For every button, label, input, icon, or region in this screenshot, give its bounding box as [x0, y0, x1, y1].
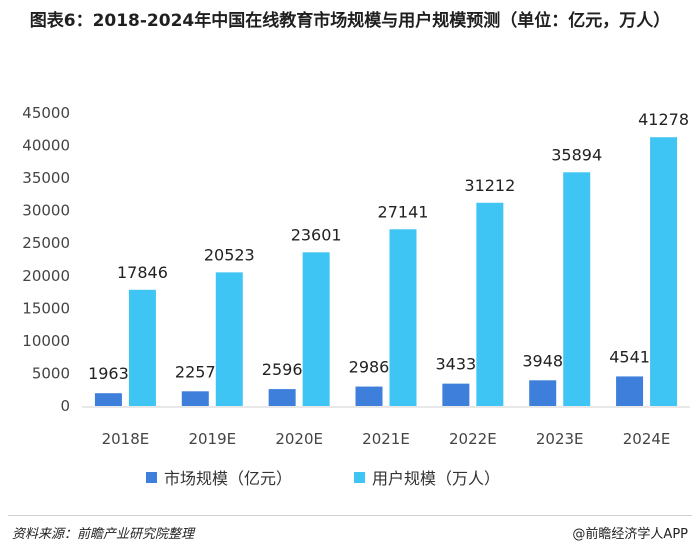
data-label: 3433 [435, 355, 476, 374]
y-tick-label: 30000 [22, 202, 70, 220]
y-tick-label: 20000 [22, 267, 70, 285]
x-axis: 2018E 2019E 2020E 2021E 2022E 2023E 2024E [82, 406, 690, 448]
data-label: 2596 [262, 360, 303, 379]
footer-divider [8, 515, 692, 516]
data-label: 20523 [204, 245, 255, 264]
credit-note: @前瞻经济学人APP [572, 527, 688, 542]
data-label: 35894 [551, 145, 602, 164]
x-tick-label: 2022E [449, 430, 497, 448]
data-label: 17846 [117, 263, 168, 282]
y-tick-label: 5000 [32, 364, 70, 382]
y-tick-label: 45000 [22, 104, 70, 122]
y-tick-label: 25000 [22, 234, 70, 252]
bar-user-size [563, 172, 591, 406]
y-tick-label: 35000 [22, 169, 70, 187]
bar-market-size [268, 389, 296, 406]
bar-market-size [529, 380, 557, 406]
bar-market-size [442, 383, 470, 406]
data-label: 27141 [378, 202, 429, 221]
legend-label: 市场规模（亿元） [164, 469, 292, 488]
data-label: 23601 [291, 225, 342, 244]
bar-user-size [650, 137, 678, 406]
bar-user-size [476, 202, 504, 406]
x-tick-label: 2023E [536, 430, 584, 448]
bar-user-size [128, 289, 156, 406]
legend-swatch [146, 472, 157, 483]
bar-user-size [302, 252, 330, 406]
legend-swatch [354, 472, 365, 483]
data-label: 41278 [638, 110, 689, 129]
data-label: 31212 [464, 176, 515, 195]
legend: 市场规模（亿元） 用户规模（万人） [146, 469, 500, 488]
data-label: 4541 [609, 347, 650, 366]
data-label: 2257 [175, 362, 216, 381]
x-tick-label: 2024E [623, 430, 671, 448]
x-tick-label: 2018E [102, 430, 150, 448]
data-label: 2986 [349, 358, 390, 377]
bars: 1963 17846 2257 20523 2596 23601 2986 27141 3433… [88, 110, 689, 406]
bar-market-size [616, 376, 644, 406]
legend-label: 用户规模（万人） [372, 469, 500, 488]
source-note: 资料来源：前瞻产业研究院整理 [12, 527, 195, 542]
x-tick-label: 2020E [275, 430, 323, 448]
x-tick-label: 2019E [188, 430, 236, 448]
chart-title: 图表6：2018-2024年中国在线教育市场规模与用户规模预测（单位：亿元，万人… [29, 11, 671, 31]
x-tick-label: 2021E [362, 430, 410, 448]
bar-user-size [389, 229, 417, 406]
data-label: 3948 [522, 351, 563, 370]
y-tick-label: 40000 [22, 137, 70, 155]
data-label: 1963 [88, 364, 129, 383]
y-tick-label: 15000 [22, 299, 70, 317]
y-tick-label: 0 [60, 397, 70, 415]
bar-market-size [94, 393, 122, 406]
y-axis: 0 5000 10000 15000 20000 25000 30000 35000 40000… [22, 104, 70, 415]
bar-market-size [355, 386, 383, 406]
bar-market-size [181, 391, 209, 406]
bar-user-size [215, 272, 243, 406]
y-tick-label: 10000 [22, 332, 70, 350]
